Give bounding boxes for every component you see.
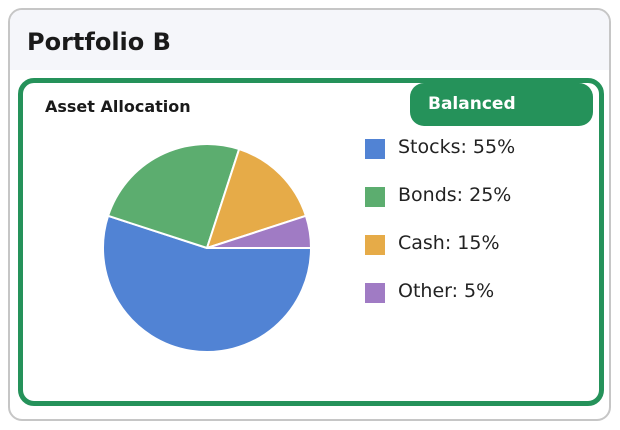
- strategy-badge: Balanced: [410, 83, 593, 126]
- legend-item-bonds: Bonds: 25%: [365, 182, 595, 208]
- pie-slice-bonds: [107, 142, 241, 249]
- legend-label-other: Other: 5%: [398, 280, 495, 302]
- pie-slice-other: [206, 214, 312, 249]
- legend-item-cash: Cash: 15%: [365, 230, 595, 256]
- chart-title: Asset Allocation: [45, 97, 191, 116]
- allocation-pie-chart: [102, 142, 312, 353]
- legend-label-stocks: Stocks: 55%: [398, 136, 516, 158]
- pie-slice-stocks: [102, 214, 312, 353]
- legend-swatch-other: [365, 283, 385, 303]
- card-header: Portfolio B: [10, 10, 609, 70]
- legend-label-bonds: Bonds: 25%: [398, 184, 512, 206]
- legend-swatch-bonds: [365, 187, 385, 207]
- legend-item-stocks: Stocks: 55%: [365, 134, 595, 160]
- legend-swatch-cash: [365, 235, 385, 255]
- legend-item-other: Other: 5%: [365, 278, 595, 304]
- portfolio-title: Portfolio B: [27, 28, 171, 56]
- legend-swatch-stocks: [365, 139, 385, 159]
- legend-label-cash: Cash: 15%: [398, 232, 500, 254]
